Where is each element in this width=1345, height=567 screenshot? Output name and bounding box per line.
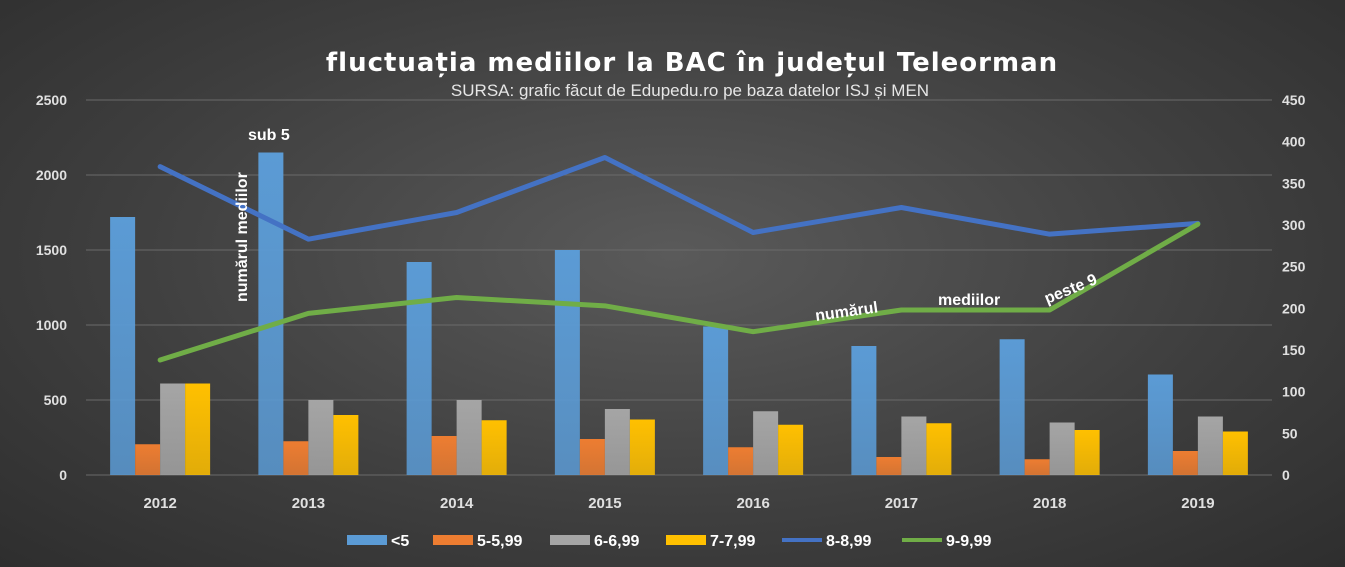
bar-5-2014 (406, 262, 432, 475)
line-series-9-9-99 (157, 221, 1201, 363)
y-right-tick-label: 350 (1282, 175, 1306, 191)
bar-5-2016 (703, 326, 729, 475)
bar-7-7-99-2018 (1074, 430, 1100, 475)
line-series-8-8-99 (157, 155, 1201, 242)
x-tick-label: 2015 (588, 495, 621, 512)
legend-label-8-8-99: 8-8,99 (826, 533, 871, 550)
bar-5-5-99-2017 (876, 457, 902, 475)
y-right-tick-label: 150 (1282, 342, 1306, 358)
annotation-numarul-mediilor: numărul mediilor (234, 172, 251, 302)
chart-subtitle: SURSA: grafic făcut de Edupedu.ro pe baz… (451, 81, 929, 100)
bar-5-5-99-2018 (1024, 459, 1050, 475)
legend-label-7-7-99: 7-7,99 (710, 533, 755, 550)
y-axis-left: 0 500 1000 1500 2000 2500 (36, 92, 67, 483)
y-right-tick-label: 450 (1282, 92, 1306, 108)
bar-6-6-99-2013 (308, 400, 334, 475)
legend-swatch-6-6-99 (550, 535, 590, 545)
legend-swatch-5 (347, 535, 387, 545)
bar-5-5-99-2016 (728, 447, 754, 475)
bar-5-5-99-2013 (283, 441, 309, 475)
x-tick-label: 2012 (143, 495, 176, 512)
y-right-tick-label: 400 (1282, 134, 1306, 150)
legend-swatch-7-7-99 (666, 535, 706, 545)
x-tick-label: 2019 (1181, 495, 1214, 512)
y-right-tick-label: 300 (1282, 217, 1306, 233)
y-left-tick-label: 2500 (36, 92, 67, 108)
y-right-tick-label: 250 (1282, 259, 1306, 275)
chart-title: fluctuația mediilor la BAC în județul Te… (326, 48, 1058, 78)
y-left-tick-label: 1000 (36, 317, 67, 333)
bars (110, 152, 1248, 475)
bar-7-7-99-2013 (333, 415, 359, 475)
bar-5-5-99-2014 (431, 436, 457, 475)
legend-label-5-5-99: 5-5,99 (477, 533, 522, 550)
annotation-sub5: sub 5 (248, 127, 290, 144)
bar-7-7-99-2015 (629, 419, 655, 475)
bar-7-7-99-2014 (481, 420, 507, 475)
bar-6-6-99-2017 (901, 416, 927, 475)
bar-5-2012 (110, 217, 136, 475)
annotation-numarul: numărul (814, 299, 879, 325)
y-right-tick-label: 100 (1282, 384, 1306, 400)
bar-5-5-99-2012 (135, 444, 161, 475)
y-left-tick-label: 500 (44, 392, 68, 408)
bar-5-5-99-2015 (579, 439, 605, 475)
y-right-tick-label: 50 (1282, 425, 1298, 441)
y-right-tick-label: 0 (1282, 467, 1290, 483)
bar-6-6-99-2016 (753, 411, 779, 475)
x-tick-label: 2018 (1033, 495, 1066, 512)
x-tick-label: 2016 (736, 495, 769, 512)
y-right-tick-label: 200 (1282, 300, 1306, 316)
bar-6-6-99-2012 (160, 383, 186, 475)
annotation-mediilor: mediilor (938, 292, 1000, 309)
bar-7-7-99-2016 (778, 424, 804, 475)
bar-5-5-99-2019 (1172, 451, 1198, 475)
bar-7-7-99-2017 (926, 423, 952, 475)
x-tick-label: 2014 (440, 495, 474, 512)
legend-label-6-6-99: 6-6,99 (594, 533, 639, 550)
bar-7-7-99-2019 (1222, 431, 1248, 475)
y-left-tick-label: 0 (59, 467, 67, 483)
legend: <5 5-5,99 6-6,99 7-7,99 8-8,99 9-9,99 (347, 533, 991, 550)
lines (157, 155, 1201, 363)
annotation-peste9: peste 9 (1042, 271, 1100, 307)
x-tick-label: 2017 (885, 495, 918, 512)
y-left-tick-label: 1500 (36, 242, 67, 258)
bar-5-2019 (1147, 374, 1173, 475)
bar-5-2015 (554, 250, 580, 475)
y-axis-right: 0 50 100 150 200 250 300 350 400 450 (1282, 92, 1306, 483)
legend-label-5: <5 (391, 533, 409, 550)
legend-swatch-5-5-99 (433, 535, 473, 545)
bar-6-6-99-2019 (1197, 416, 1223, 475)
legend-label-9-9-99: 9-9,99 (946, 533, 991, 550)
bar-5-2017 (851, 346, 877, 475)
x-tick-label: 2013 (292, 495, 325, 512)
bar-5-2013 (258, 152, 284, 475)
bar-7-7-99-2012 (185, 383, 211, 475)
y-left-tick-label: 2000 (36, 167, 67, 183)
x-axis: 2012 2013 2014 2015 2016 2017 2018 2019 (143, 495, 1214, 512)
bar-6-6-99-2015 (604, 409, 630, 475)
bar-5-2018 (999, 339, 1025, 475)
bar-6-6-99-2014 (456, 400, 482, 475)
bar-6-6-99-2018 (1049, 422, 1075, 475)
